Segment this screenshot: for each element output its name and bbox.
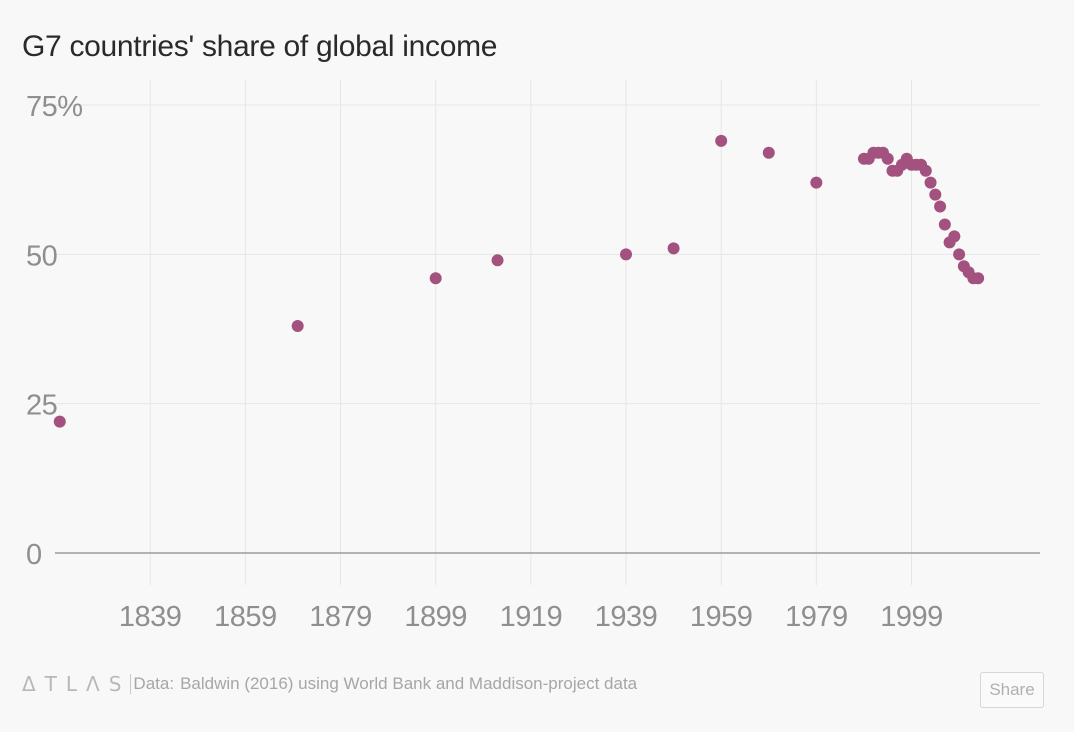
data-points xyxy=(53,134,985,428)
footer-divider xyxy=(130,674,132,694)
data-point[interactable] xyxy=(948,230,961,243)
x-tick-label: 1939 xyxy=(595,601,658,633)
data-point[interactable] xyxy=(762,146,775,159)
data-point[interactable] xyxy=(667,242,680,255)
y-tick-label: 50 xyxy=(26,240,57,272)
data-point[interactable] xyxy=(929,188,942,201)
data-point[interactable] xyxy=(924,176,937,189)
x-tick-label: 1999 xyxy=(880,601,943,633)
share-button[interactable]: Share xyxy=(980,672,1044,708)
data-point[interactable] xyxy=(810,176,823,189)
x-tick-label: 1959 xyxy=(690,601,753,633)
x-tick-label: 1839 xyxy=(119,601,182,633)
data-point[interactable] xyxy=(429,272,442,285)
data-point[interactable] xyxy=(53,415,66,428)
data-point[interactable] xyxy=(620,248,633,261)
data-point[interactable] xyxy=(972,272,985,285)
atlas-logo: ΔTLΛS xyxy=(22,672,131,696)
source-text: Baldwin (2016) using World Bank and Madd… xyxy=(180,674,638,693)
x-tick-label: 1899 xyxy=(404,601,467,633)
data-point[interactable] xyxy=(953,248,966,261)
y-tick-label: 75% xyxy=(26,91,83,123)
data-point[interactable] xyxy=(934,200,947,213)
x-tick-label: 1979 xyxy=(785,601,848,633)
data-point[interactable] xyxy=(291,320,304,333)
chart-title: G7 countries' share of global income xyxy=(22,30,498,63)
data-point[interactable] xyxy=(881,152,894,165)
scatter-chart: 1839 1859 1879 1899 1919 1939 1959 1979 1999 0 25 5… xyxy=(26,80,1040,633)
x-tick-label: 1859 xyxy=(214,601,277,633)
y-tick-label: 25 xyxy=(26,390,57,422)
data-point[interactable] xyxy=(491,254,504,267)
data-point[interactable] xyxy=(715,134,728,147)
y-tick-label: 0 xyxy=(26,539,42,571)
data-point[interactable] xyxy=(938,218,951,231)
data-point[interactable] xyxy=(919,164,932,177)
axis-layer: 1839 1859 1879 1899 1919 1939 1959 1979 1999 0 25 5… xyxy=(26,91,1040,633)
source-prefix: Data: xyxy=(133,674,175,693)
footer: ΔTLΛS Data: Baldwin (2016) using World B… xyxy=(22,672,637,696)
x-tick-label: 1879 xyxy=(309,601,372,633)
x-tick-label: 1919 xyxy=(500,601,563,633)
